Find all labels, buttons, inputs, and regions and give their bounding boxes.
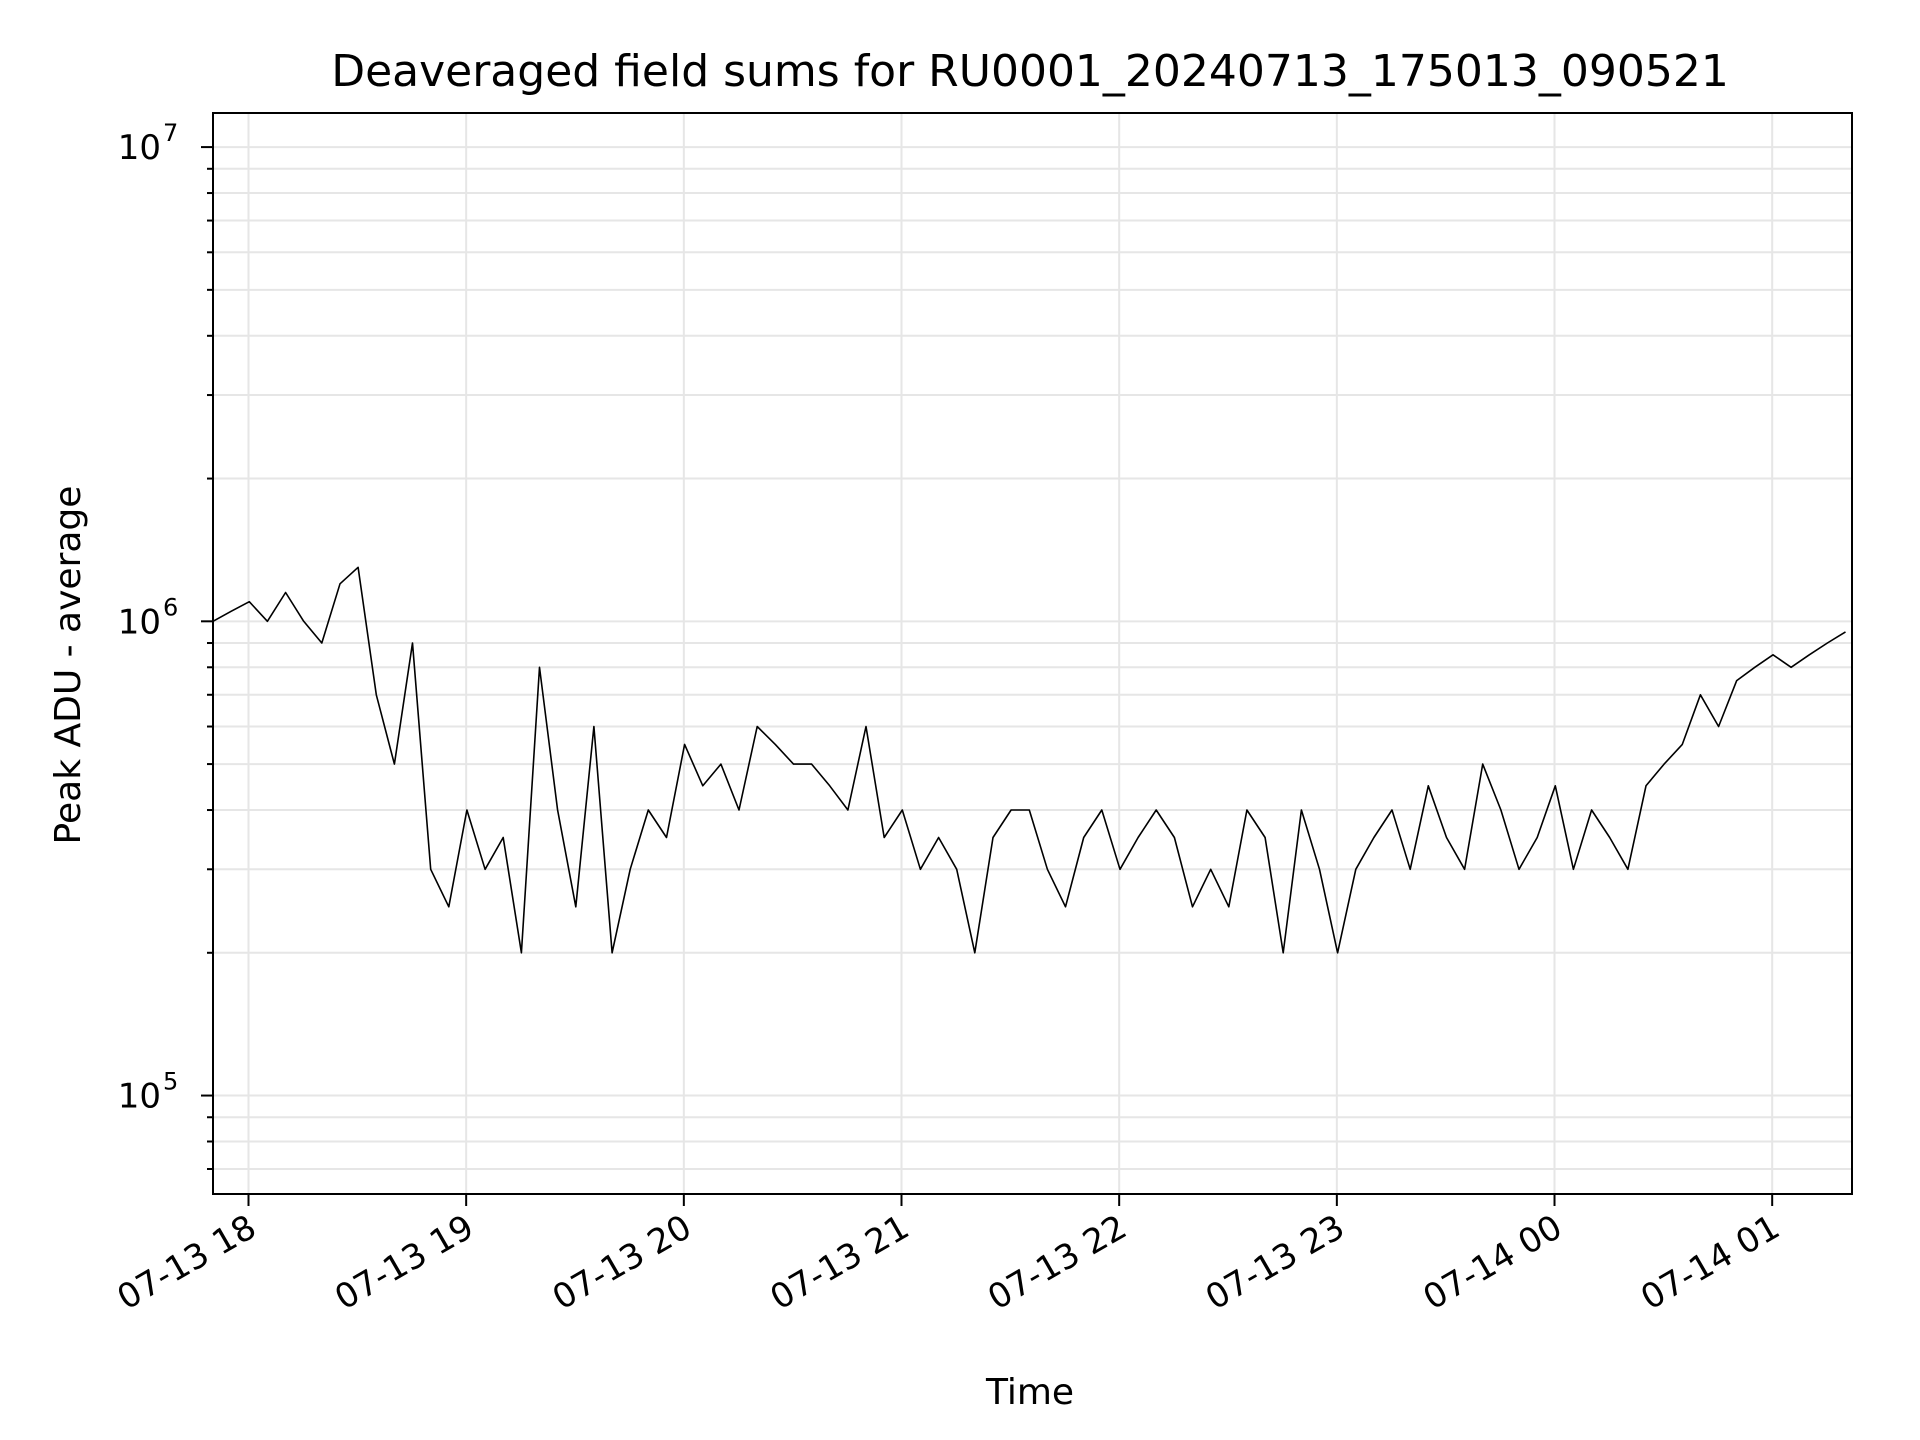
y-tick-label: 10 [118, 128, 161, 168]
y-tick-exponent: 5 [163, 1068, 178, 1096]
x-axis-label: Time [985, 1372, 1074, 1413]
plot-frame [212, 112, 1853, 1195]
grid [213, 113, 1852, 1194]
y-tick-exponent: 6 [163, 593, 178, 621]
series-line [212, 566, 1846, 954]
chart-title: Deaveraged field sums for RU0001_2024071… [331, 46, 1729, 97]
y-tick-exponent: 7 [163, 119, 178, 147]
y-axis-label: Peak ADU - average [48, 486, 89, 845]
series-layer [212, 566, 1846, 954]
y-tick-label: 10 [118, 1077, 161, 1117]
y-tick-label: 10 [118, 602, 161, 642]
